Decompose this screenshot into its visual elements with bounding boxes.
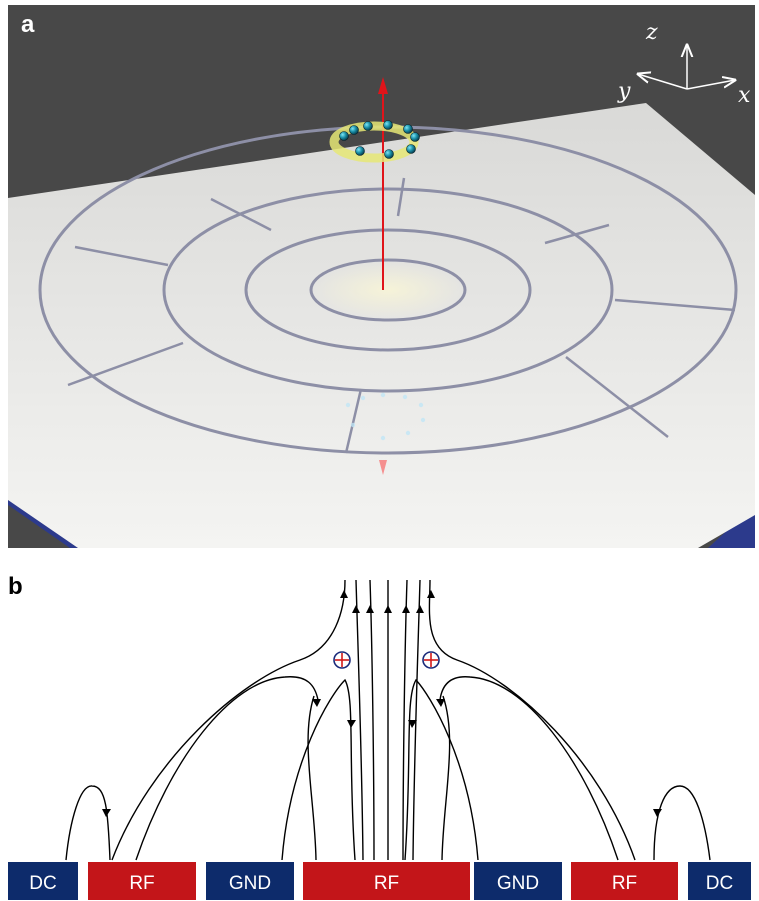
z-field-arrow-head	[378, 77, 388, 94]
trap-chip-plate	[8, 103, 755, 548]
panel-a-trap-render: z y x a	[8, 5, 755, 548]
field-line	[428, 579, 636, 861]
center-electrode-glow	[313, 262, 463, 318]
field-line	[369, 579, 375, 861]
electrode-bar: DC RF GND RF GND RF DC	[8, 862, 751, 900]
electrode-label: GND	[497, 873, 539, 894]
z-axis-label: z	[645, 20, 658, 45]
electrode-label: GND	[229, 873, 271, 894]
electrode-label: RF	[374, 873, 399, 894]
field-line	[441, 695, 451, 861]
field-line	[404, 678, 479, 861]
field-line	[111, 579, 346, 861]
ion-markers	[333, 651, 440, 669]
field-line	[281, 678, 356, 861]
center-groove	[309, 258, 467, 322]
coordinate-axes: z y x	[617, 20, 751, 108]
field-line	[439, 676, 619, 861]
x-axis-label: x	[738, 83, 751, 108]
radial-segment-cuts	[67, 177, 736, 454]
electrode-dc-6	[688, 862, 751, 900]
field-lines	[65, 579, 711, 861]
middle-groove	[162, 187, 614, 393]
field-line	[135, 676, 319, 861]
inner-groove	[244, 228, 532, 352]
electrode-gnd-2	[206, 862, 294, 900]
electrode-label: RF	[612, 873, 637, 894]
electrode-label: DC	[706, 873, 733, 894]
field-line	[653, 785, 711, 861]
electrode-gnd-4	[474, 862, 562, 900]
field-line	[307, 695, 317, 861]
electrode-rf-3	[303, 862, 470, 900]
ion-marker-left	[333, 651, 351, 669]
ion-reflection	[345, 392, 426, 441]
reflected-arrow-head	[379, 460, 387, 475]
field-line	[65, 785, 111, 861]
field-arrowheads	[102, 590, 662, 817]
y-axis-label: y	[617, 79, 631, 104]
electrode-dc-0	[8, 862, 78, 900]
ion-ring-halo	[329, 121, 419, 163]
electrode-label: RF	[129, 873, 154, 894]
ion-marker-right	[422, 651, 440, 669]
electrode-rf-1	[88, 862, 196, 900]
electrode-rf-5	[571, 862, 678, 900]
panel-a-label: a	[21, 11, 35, 38]
trapped-ion-ring	[339, 120, 420, 159]
panel-b-label: b	[8, 573, 23, 600]
field-line	[355, 579, 364, 861]
electrode-label: DC	[29, 873, 56, 894]
field-line	[402, 579, 408, 861]
panel-b-field-lines: b	[8, 573, 751, 900]
